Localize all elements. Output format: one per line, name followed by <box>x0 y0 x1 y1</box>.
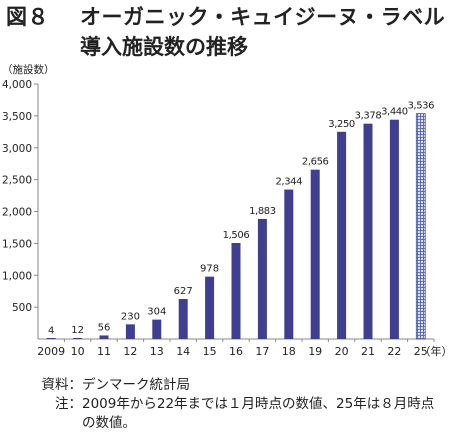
note-text: 2009年から22年までは１月時点の数値、25年は８月時点の数値。 <box>82 395 446 433</box>
y-tick-label: 3,500 <box>2 111 32 123</box>
source-row: 資料：デンマーク統計局 <box>38 376 446 395</box>
data-label: 1,506 <box>223 230 250 241</box>
y-tick-label: 4,000 <box>2 79 32 91</box>
bar <box>364 124 373 339</box>
data-label: 12 <box>71 325 84 336</box>
x-tick-label: 13 <box>150 345 164 358</box>
bar <box>232 243 241 339</box>
bar <box>258 219 267 339</box>
x-tick-label: 20 <box>335 345 349 358</box>
bar <box>416 114 425 339</box>
data-label: 1,883 <box>249 206 276 217</box>
y-tick-label: 1,000 <box>2 270 32 282</box>
y-tick-label: 2,500 <box>2 175 32 187</box>
data-label: 3,250 <box>328 119 355 130</box>
x-tick-label: 15 <box>203 345 217 358</box>
x-tick-label: 10 <box>71 345 85 358</box>
data-label: 3,440 <box>381 107 408 118</box>
x-tick-label: 19 <box>308 345 322 358</box>
x-tick-label: 21 <box>361 345 375 358</box>
figure-title-line1: オーガニック・キュイジーヌ・ラベル <box>80 5 445 29</box>
x-tick-label: 18 <box>282 345 296 358</box>
bar <box>284 190 293 339</box>
source-notes: 資料：デンマーク統計局 注：2009年から22年までは１月時点の数値、25年は８… <box>38 376 446 433</box>
data-label: 2,656 <box>302 157 329 168</box>
x-tick-label: 22 <box>387 345 401 358</box>
figure-label: 図８ <box>6 2 80 32</box>
data-label: 2,344 <box>275 177 302 188</box>
note-label: 注： <box>38 395 82 433</box>
y-tick-label: 500 <box>12 302 32 314</box>
data-label: 304 <box>147 307 166 318</box>
data-label: 230 <box>121 311 140 322</box>
x-tick-label: 11 <box>97 345 111 358</box>
data-label: 3,378 <box>355 111 382 122</box>
data-label: 3,536 <box>407 101 434 112</box>
data-label: 56 <box>98 322 111 333</box>
x-unit-label: （年） <box>420 344 450 358</box>
bar <box>47 338 56 339</box>
data-label: 978 <box>200 264 219 275</box>
note-row: 注：2009年から22年までは１月時点の数値、25年は８月時点の数値。 <box>38 395 446 433</box>
x-tick-label: 2009 <box>37 345 65 358</box>
bar <box>311 170 320 339</box>
x-tick-label: 14 <box>176 345 190 358</box>
bar-chart: （施設数） 500 1,000 1,500 2,000 2,500 3,000 3,500 4,… <box>0 62 450 370</box>
y-tick-label: 3,000 <box>2 143 32 155</box>
source-label: 資料： <box>38 376 82 395</box>
bar <box>179 299 188 339</box>
y-tick-label: 1,500 <box>2 238 32 250</box>
bar <box>73 338 82 339</box>
bar <box>152 320 161 339</box>
data-label: 4 <box>48 326 54 337</box>
bar <box>126 324 135 339</box>
data-label: 627 <box>174 286 193 297</box>
bar <box>205 277 214 339</box>
bar <box>390 120 399 339</box>
y-unit-label: （施設数） <box>2 63 55 76</box>
x-tick-label: 17 <box>255 345 269 358</box>
y-tick-label: 2,000 <box>2 207 32 219</box>
x-tick-label: 16 <box>229 345 243 358</box>
bar <box>337 132 346 339</box>
x-tick-label: 12 <box>123 345 137 358</box>
bar <box>100 335 109 339</box>
figure-title-line2: 導入施設数の推移 <box>80 32 446 62</box>
source-text: デンマーク統計局 <box>82 377 190 393</box>
